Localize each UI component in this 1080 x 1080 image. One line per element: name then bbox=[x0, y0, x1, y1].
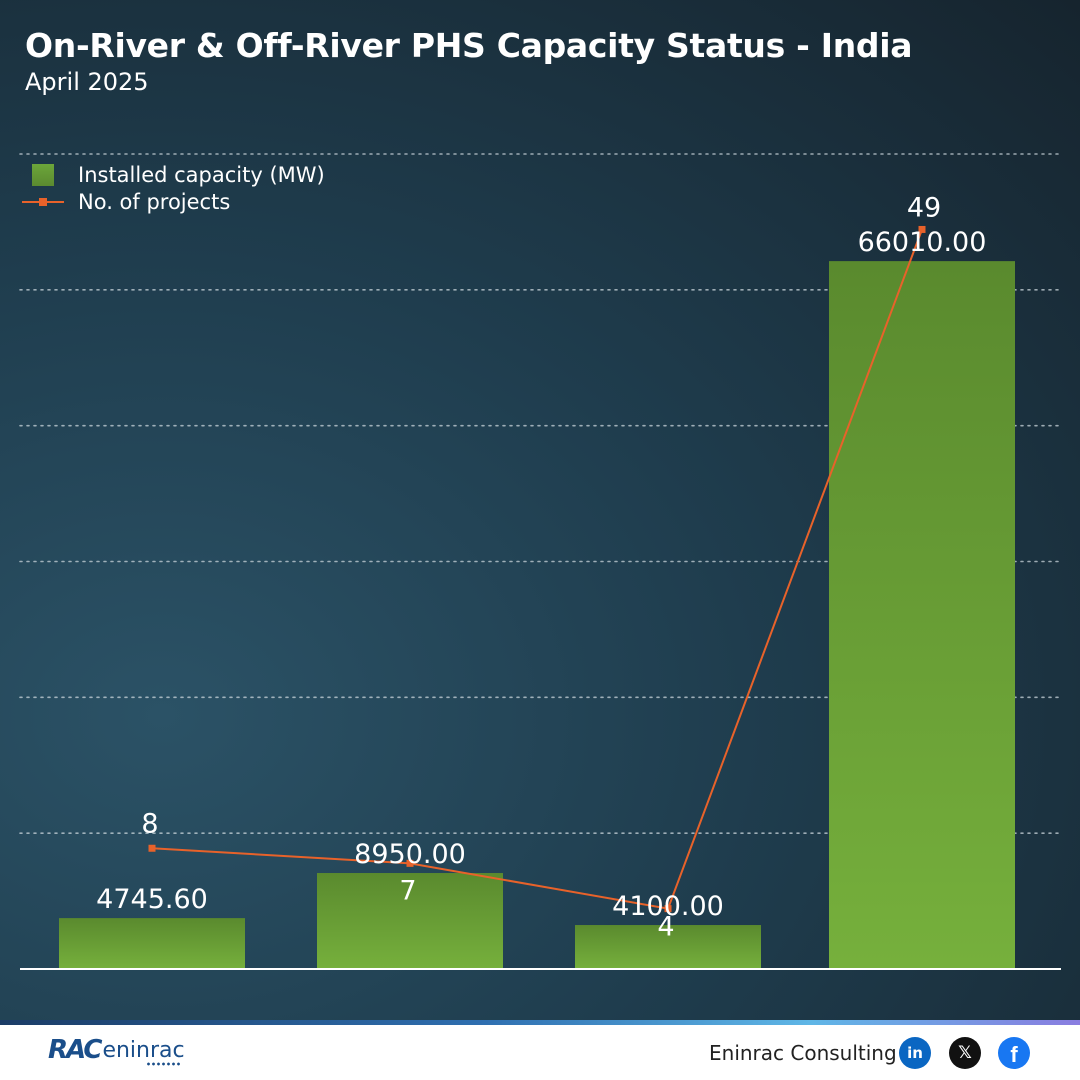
logo-mark: RAC bbox=[48, 1035, 102, 1065]
bar-value-label: 4745.60 bbox=[96, 884, 208, 915]
projects-point bbox=[918, 225, 926, 233]
projects-point bbox=[664, 905, 672, 913]
legend-label-bars: Installed capacity (MW) bbox=[78, 163, 325, 187]
logo-wordmark: eninrac bbox=[102, 1038, 185, 1063]
footer-accent-bar bbox=[0, 1020, 1080, 1025]
company-name: Eninrac Consulting bbox=[709, 1041, 897, 1065]
legend-item-bars: Installed capacity (MW) bbox=[22, 162, 325, 188]
logo-dots-decoration bbox=[146, 1062, 180, 1066]
footer: RAC eninrac Eninrac Consulting in 𝕏 f bbox=[0, 1025, 1080, 1080]
legend-swatch-bars bbox=[32, 164, 54, 186]
linkedin-icon[interactable]: in bbox=[899, 1037, 931, 1069]
projects-point bbox=[406, 859, 414, 867]
projects-value-label: 49 bbox=[907, 192, 941, 223]
projects-line bbox=[151, 229, 923, 910]
bar bbox=[59, 918, 245, 969]
bar bbox=[829, 261, 1015, 969]
chart-subtitle: April 2025 bbox=[25, 68, 149, 96]
facebook-icon[interactable]: f bbox=[998, 1037, 1030, 1069]
bar-value-label: 4100.00 bbox=[612, 891, 724, 922]
projects-value-label: 4 bbox=[657, 912, 674, 943]
chart-panel: On-River & Off-River PHS Capacity Status… bbox=[0, 0, 1080, 1022]
eninrac-logo[interactable]: RAC eninrac bbox=[48, 1036, 185, 1064]
bar bbox=[575, 925, 761, 969]
bar-value-label: 8950.00 bbox=[354, 839, 466, 870]
projects-value-label: 7 bbox=[399, 875, 416, 906]
chart-plot: 4745.60 8950.00 4100.00 66010.00 8 7 4 49 bbox=[19, 153, 1059, 969]
projects-value-label: 8 bbox=[141, 808, 158, 839]
legend-label-line: No. of projects bbox=[78, 190, 231, 214]
legend-swatch-line bbox=[22, 198, 64, 206]
x-icon[interactable]: 𝕏 bbox=[949, 1037, 981, 1069]
bar bbox=[317, 873, 503, 969]
projects-point bbox=[148, 844, 156, 852]
chart-title: On-River & Off-River PHS Capacity Status… bbox=[25, 26, 913, 65]
legend-item-line: No. of projects bbox=[22, 189, 230, 215]
bar-value-label: 66010.00 bbox=[858, 227, 987, 258]
